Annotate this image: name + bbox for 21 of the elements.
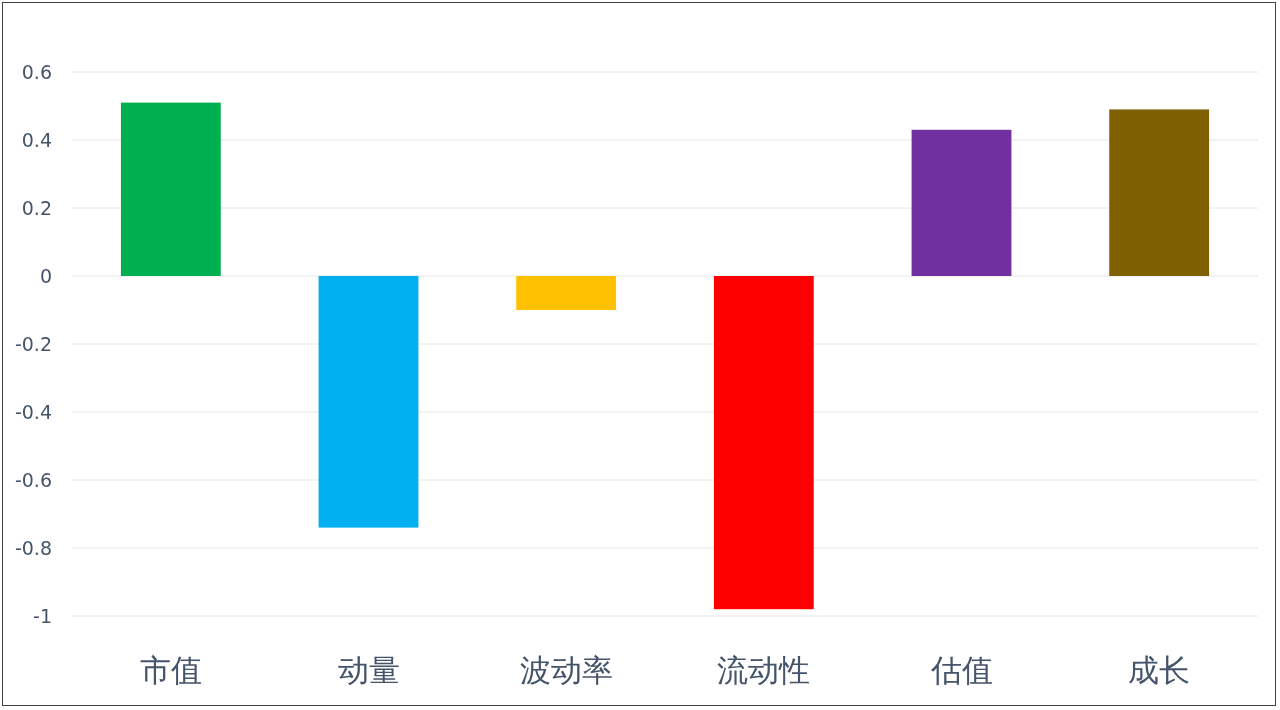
x-tick-label: 市值 (139, 652, 202, 688)
y-tick-label: -0.2 (14, 333, 52, 355)
bar (516, 276, 617, 310)
bar (120, 102, 221, 276)
bar (1109, 109, 1210, 276)
y-tick-label: 0 (39, 265, 52, 287)
y-tick-label: -1 (33, 605, 52, 627)
y-tick-label: -0.4 (14, 401, 52, 423)
bar (713, 276, 814, 610)
y-tick-label: 0.2 (21, 197, 52, 219)
x-tick-label: 估值 (929, 652, 993, 688)
bar (318, 276, 419, 528)
x-tick-label: 波动率 (519, 652, 613, 688)
y-tick-label: -0.8 (14, 537, 52, 559)
bar (911, 129, 1012, 276)
y-tick-label: -0.6 (14, 469, 52, 491)
x-tick-label: 动量 (337, 652, 400, 688)
y-tick-label: 0.6 (21, 61, 52, 83)
x-tick-label: 流动性 (717, 652, 811, 688)
x-tick-label: 成长 (1128, 652, 1191, 688)
y-tick-label: 0.4 (21, 129, 52, 151)
